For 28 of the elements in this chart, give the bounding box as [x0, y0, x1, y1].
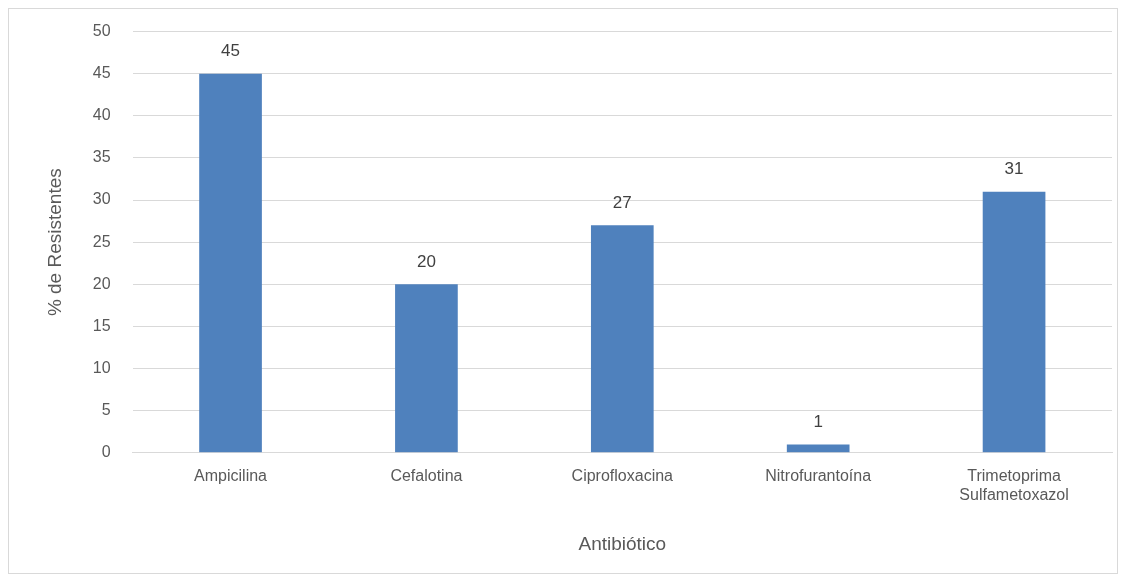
- x-tick-label: Nitrofurantoína: [765, 466, 872, 484]
- x-tick-label: Ciprofloxacina: [571, 466, 674, 484]
- y-tick-label: 5: [101, 401, 111, 419]
- data-label: 20: [416, 251, 436, 271]
- y-tick-label: 35: [92, 148, 111, 166]
- bar: [395, 284, 458, 453]
- x-tick-label: Cefalotina: [390, 466, 463, 484]
- data-label: 31: [1004, 158, 1024, 178]
- y-tick-label: 40: [92, 106, 111, 124]
- y-tick-label: 45: [92, 64, 111, 82]
- y-tick-label: 0: [101, 443, 111, 461]
- x-axis-title: Antibiótico: [578, 532, 667, 554]
- bar: [982, 191, 1046, 453]
- x-tick-label: Trimetoprima Sulfametoxazol: [959, 466, 1069, 504]
- bar: [590, 225, 654, 453]
- x-tick-label: Ampicilina: [194, 466, 268, 484]
- y-axis-title: % de Resistentes: [43, 168, 65, 317]
- y-tick-label: 15: [92, 316, 111, 334]
- bar: [786, 444, 850, 453]
- y-tick-label: 30: [92, 190, 111, 208]
- data-label: 45: [221, 40, 240, 60]
- y-tick-label: 50: [92, 22, 111, 40]
- data-label: 1: [813, 411, 823, 431]
- y-tick-label: 10: [92, 358, 111, 376]
- bar: [199, 73, 262, 453]
- y-tick-label: 20: [92, 274, 111, 292]
- data-label: 27: [612, 192, 632, 212]
- y-tick-label: 25: [92, 232, 111, 250]
